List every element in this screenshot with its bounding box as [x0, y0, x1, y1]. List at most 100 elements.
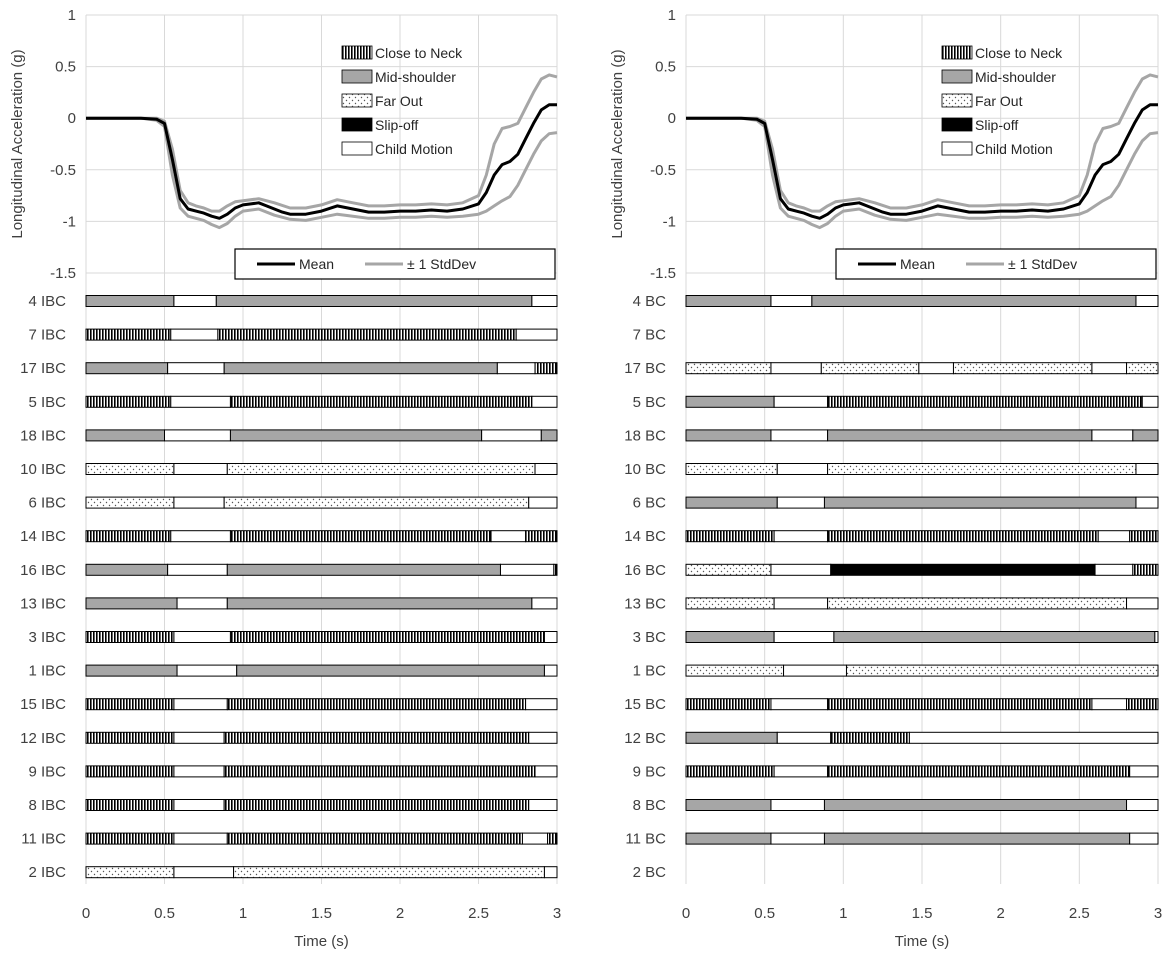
- segment-legend-swatch: [941, 45, 973, 60]
- segment-legend-label: Child Motion: [975, 141, 1053, 157]
- row-segment: [223, 799, 530, 811]
- row-segment: [515, 328, 558, 341]
- row-segment: [229, 530, 492, 543]
- y-tick-label: 0.5: [55, 59, 76, 76]
- row-segment: [85, 698, 175, 711]
- row-segment: [525, 698, 558, 711]
- row-segment: [770, 832, 825, 845]
- y-tick-label: 0: [68, 110, 76, 127]
- row-segment: [776, 731, 832, 744]
- row-segment: [685, 563, 772, 576]
- row-segment: [85, 597, 178, 610]
- row-label: 4 IBC: [28, 293, 66, 310]
- row-segment: [85, 362, 169, 375]
- line-legend-label: Mean: [299, 256, 334, 272]
- row-segment: [236, 664, 545, 677]
- row-label: 15 BC: [624, 696, 666, 713]
- row-label: 13 IBC: [20, 595, 66, 612]
- row-segment: [531, 395, 558, 408]
- segment-legend-label: Close to Neck: [975, 45, 1063, 61]
- gridlines: [685, 14, 1159, 884]
- row-label: 13 BC: [624, 595, 666, 612]
- y-tick-label: -0.5: [50, 162, 76, 179]
- row-segment: [170, 328, 219, 341]
- row-segment: [1154, 631, 1159, 643]
- row-label: 9 IBC: [28, 763, 66, 780]
- row-label: 1 BC: [633, 663, 667, 680]
- row-segment: [773, 597, 829, 610]
- row-segment: [173, 765, 225, 778]
- row-label: 5 BC: [633, 394, 667, 411]
- series-line-stddev: [86, 116, 558, 230]
- row-segment: [1135, 496, 1159, 509]
- row-segment: [685, 530, 775, 543]
- row-segment: [827, 530, 1099, 543]
- row-segment: [827, 463, 1137, 475]
- row-label: 7 BC: [633, 327, 667, 344]
- row-label: 17 BC: [624, 360, 666, 377]
- row-segment: [226, 597, 533, 610]
- row-segment: [173, 698, 228, 711]
- row-segment: [173, 631, 231, 643]
- row-segment: [547, 832, 558, 845]
- row-segment: [820, 362, 920, 375]
- row-segment: [85, 799, 175, 811]
- row-label: 11 IBC: [21, 831, 66, 848]
- row-segment: [685, 463, 778, 475]
- row-segment: [770, 362, 822, 375]
- row-segment: [811, 295, 1137, 307]
- row-segment: [770, 429, 829, 442]
- segment-legend-swatch: [341, 93, 373, 108]
- row-segment: [685, 362, 772, 375]
- segment-legend-swatch: [341, 69, 373, 84]
- series-line-stddev: [686, 73, 1159, 213]
- row-segment: [1132, 429, 1159, 442]
- row-segment: [1135, 463, 1159, 475]
- row-label: 6 IBC: [28, 495, 66, 512]
- row-segment: [833, 631, 1156, 643]
- row-label: 11 BC: [625, 831, 666, 848]
- row-segment: [827, 429, 1093, 442]
- row-segment: [1129, 832, 1159, 845]
- series: [686, 73, 1159, 230]
- row-segment: [173, 463, 228, 475]
- x-tick-label: 0: [82, 905, 90, 922]
- y-tick-label: -1: [663, 213, 676, 230]
- x-tick-label: 2.5: [468, 905, 489, 922]
- series-line-stddev: [686, 116, 1159, 230]
- row-label: 1 IBC: [28, 663, 66, 680]
- row-segment: [233, 866, 545, 879]
- segment-legend-label: Slip-off: [375, 117, 418, 133]
- row-segment: [1126, 597, 1159, 610]
- row-segment: [685, 295, 772, 307]
- y-tick-labels: 1 0.5 0 -0.5 -1 -1.5: [50, 7, 76, 282]
- x-tick-label: 1: [839, 905, 847, 922]
- row-segment: [531, 295, 558, 307]
- row-label: 8 BC: [633, 797, 667, 814]
- row-segment: [1126, 362, 1159, 375]
- row-segment: [215, 295, 533, 307]
- row-segment: [173, 496, 225, 509]
- x-tick-label: 0: [682, 905, 690, 922]
- row-segment: [773, 631, 835, 643]
- row-segment: [85, 530, 172, 543]
- row-segment: [85, 832, 175, 845]
- y-tick-label: -0.5: [650, 162, 676, 179]
- series-line-mean: [86, 103, 557, 220]
- row-segment: [770, 799, 825, 811]
- row-segment: [908, 731, 1159, 744]
- x-tick-label: 1.5: [912, 905, 933, 922]
- row-segment: [85, 429, 165, 442]
- row-segment: [770, 698, 829, 711]
- row-segment: [918, 362, 954, 375]
- row-segment: [223, 362, 498, 375]
- row-label: 10 BC: [624, 461, 666, 478]
- row-segment: [173, 832, 228, 845]
- row-label: 3 IBC: [28, 629, 66, 646]
- row-segment: [823, 799, 1128, 811]
- y-tick-label: 0: [668, 110, 676, 127]
- row-segment: [1091, 698, 1128, 711]
- y-tick-label: -1: [63, 213, 76, 230]
- x-tick-label: 3: [1154, 905, 1162, 922]
- row-label: 14 IBC: [20, 528, 66, 545]
